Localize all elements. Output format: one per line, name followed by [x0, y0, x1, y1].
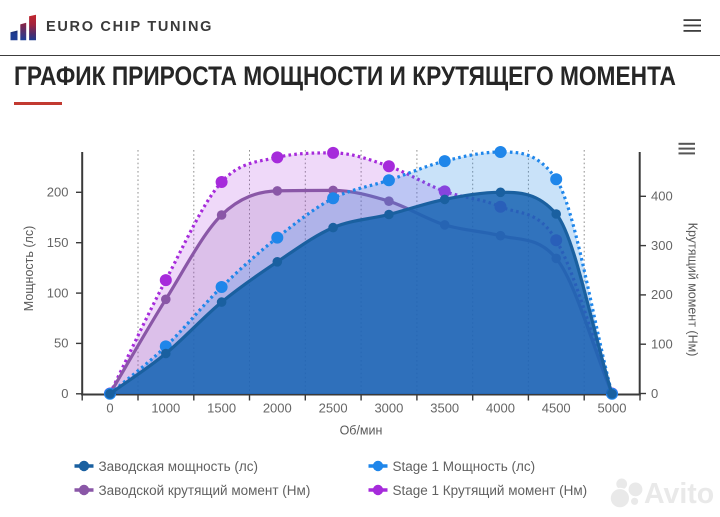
svg-text:Мощность (лс): Мощность (лс): [22, 226, 36, 311]
svg-text:Об/мин: Об/мин: [340, 424, 383, 438]
svg-text:Заводская мощность (лс): Заводская мощность (лс): [99, 459, 259, 474]
svg-text:1500: 1500: [207, 401, 236, 416]
svg-text:Заводской крутящий момент (Нм): Заводской крутящий момент (Нм): [99, 483, 311, 498]
svg-text:200: 200: [47, 185, 69, 200]
svg-text:1000: 1000: [151, 401, 180, 416]
svg-text:4500: 4500: [542, 401, 571, 416]
svg-text:0: 0: [651, 386, 658, 401]
svg-text:50: 50: [54, 336, 68, 351]
svg-text:300: 300: [651, 238, 673, 253]
svg-text:2500: 2500: [319, 401, 348, 416]
svg-text:100: 100: [651, 337, 673, 352]
svg-text:200: 200: [651, 287, 673, 302]
svg-text:4000: 4000: [486, 401, 515, 416]
svg-text:5000: 5000: [598, 401, 627, 416]
svg-text:Stage 1 Крутящий момент (Нм): Stage 1 Крутящий момент (Нм): [393, 483, 588, 498]
svg-text:3000: 3000: [374, 401, 403, 416]
svg-text:0: 0: [106, 401, 113, 416]
svg-text:Stage 1 Мощность (лс): Stage 1 Мощность (лс): [393, 459, 536, 474]
svg-text:0: 0: [61, 386, 68, 401]
svg-text:Крутящий момент (Нм): Крутящий момент (Нм): [686, 223, 700, 357]
svg-text:100: 100: [47, 285, 69, 300]
svg-text:2000: 2000: [263, 401, 292, 416]
svg-text:400: 400: [651, 189, 673, 204]
svg-text:Avito: Avito: [644, 478, 714, 510]
svg-text:150: 150: [47, 235, 69, 250]
svg-text:3500: 3500: [430, 401, 459, 416]
